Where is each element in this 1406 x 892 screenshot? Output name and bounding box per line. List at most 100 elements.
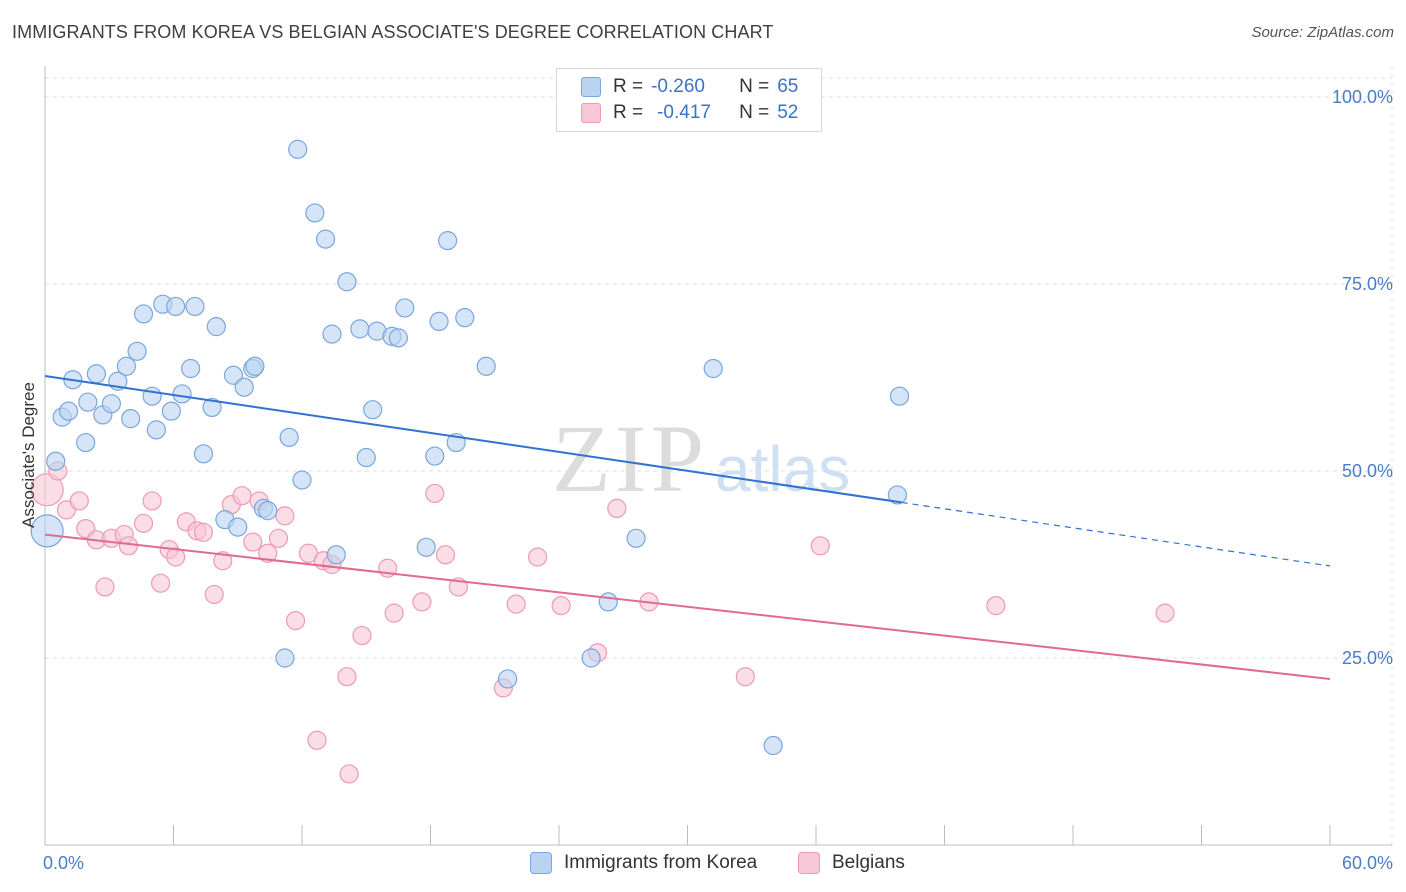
legend-n-value: 52 [777, 102, 799, 123]
legend-row-korea: R = -0.260 N = 65 [581, 75, 798, 99]
korea-point [275, 648, 295, 668]
belgian-point [30, 473, 64, 507]
belgian-point [285, 610, 306, 631]
belgian-point [275, 506, 295, 526]
korea-point [202, 397, 222, 418]
belgian-point [506, 594, 526, 614]
korea-point [288, 139, 308, 159]
legend-n-label: N = [739, 102, 770, 123]
belgian-point [213, 551, 233, 571]
legend-r-value: -0.260 [651, 76, 705, 97]
source-credit: Source: ZipAtlas.com [1251, 24, 1394, 41]
korea-point [315, 229, 336, 249]
watermark: ZIP atlas [552, 405, 850, 512]
korea-point [337, 272, 357, 292]
belgian-point [232, 486, 252, 506]
belgian-point [69, 491, 89, 511]
legend-swatch-belgians [581, 103, 601, 123]
korea-point [476, 356, 496, 376]
korea-point [279, 427, 299, 447]
korea-point [498, 669, 518, 689]
korea-point [292, 470, 312, 490]
watermark-zip: ZIP [552, 405, 708, 512]
legend-n-label: N = [739, 76, 770, 97]
belgian-point [151, 573, 171, 593]
korea-point [626, 528, 646, 548]
korea-point [388, 328, 408, 348]
korea-trend-extension [901, 501, 1331, 567]
trend-lines [44, 375, 1331, 680]
korea-point [101, 394, 121, 414]
series-legend: Immigrants from Korea Belgians [0, 851, 1406, 879]
belgian-point [337, 667, 357, 687]
korea-trend-line [44, 375, 902, 504]
belgian-point [118, 536, 139, 556]
belgian-point [1155, 603, 1175, 623]
korea-point [58, 401, 79, 421]
korea-point [30, 514, 64, 548]
korea-point [127, 341, 147, 361]
korea-point [78, 392, 98, 412]
belgian-point [243, 532, 263, 552]
korea-point [161, 401, 181, 421]
legend-label-korea: Immigrants from Korea [564, 852, 758, 873]
legend-item-belgians: Belgians [798, 852, 905, 874]
belgian-point [339, 764, 359, 784]
belgian-point [735, 667, 755, 687]
belgian-point [166, 547, 186, 567]
belgian-point [607, 498, 627, 518]
axes [44, 66, 1392, 846]
korea-point [234, 377, 254, 397]
korea-point [350, 319, 370, 339]
korea-point [223, 365, 244, 385]
korea-point [581, 648, 601, 668]
korea-point [438, 231, 458, 251]
belgian-point [551, 596, 571, 616]
korea-point [703, 358, 723, 379]
korea-point [763, 735, 783, 756]
korea-point [889, 386, 910, 406]
korea-point [121, 409, 141, 429]
korea-point [363, 400, 383, 420]
korea-point [245, 356, 265, 376]
legend-r-label: R = [613, 76, 644, 97]
korea-point [258, 501, 278, 521]
korea-point [322, 324, 342, 344]
legend-row-belgians: R = -0.417 N = 52 [581, 101, 798, 125]
belgian-point [268, 528, 289, 548]
legend-swatch-belgians [798, 852, 820, 874]
x-tick-label: 60.0% [1342, 853, 1393, 873]
y-tick-label: 100.0% [1332, 87, 1393, 107]
korea-point [116, 356, 136, 376]
korea-point [425, 446, 445, 466]
belgian-point [142, 491, 162, 511]
korea-point [46, 451, 66, 471]
korea-point [166, 296, 186, 317]
y-tick-label: 50.0% [1342, 461, 1393, 481]
legend-n-value: 65 [777, 76, 799, 97]
korea-point [193, 444, 214, 464]
korea-point [429, 311, 449, 331]
korea-point [455, 308, 475, 328]
legend-item-korea: Immigrants from Korea [530, 852, 757, 874]
korea-point [206, 317, 226, 337]
legend-r-value: -0.417 [657, 102, 711, 123]
belgian-point [352, 625, 372, 646]
belgian-point [258, 543, 278, 563]
watermark-atlas: atlas [715, 433, 850, 505]
legend-r-label: R = [613, 102, 644, 123]
belgian-point [435, 545, 456, 565]
x-tick-label: 0.0% [43, 853, 84, 873]
korea-point [356, 447, 376, 468]
tick-labels: 25.0% 50.0% 75.0% 100.0% 0.0% 60.0% [43, 87, 1393, 873]
korea-point [416, 537, 436, 557]
korea-point [172, 384, 192, 404]
belgian-point [986, 596, 1006, 616]
belgian-point [412, 592, 432, 612]
korea-point [887, 485, 907, 505]
data-points [30, 139, 1175, 784]
chart-title: IMMIGRANTS FROM KOREA VS BELGIAN ASSOCIA… [12, 22, 774, 42]
korea-point [326, 545, 346, 565]
belgian-point [425, 483, 445, 504]
